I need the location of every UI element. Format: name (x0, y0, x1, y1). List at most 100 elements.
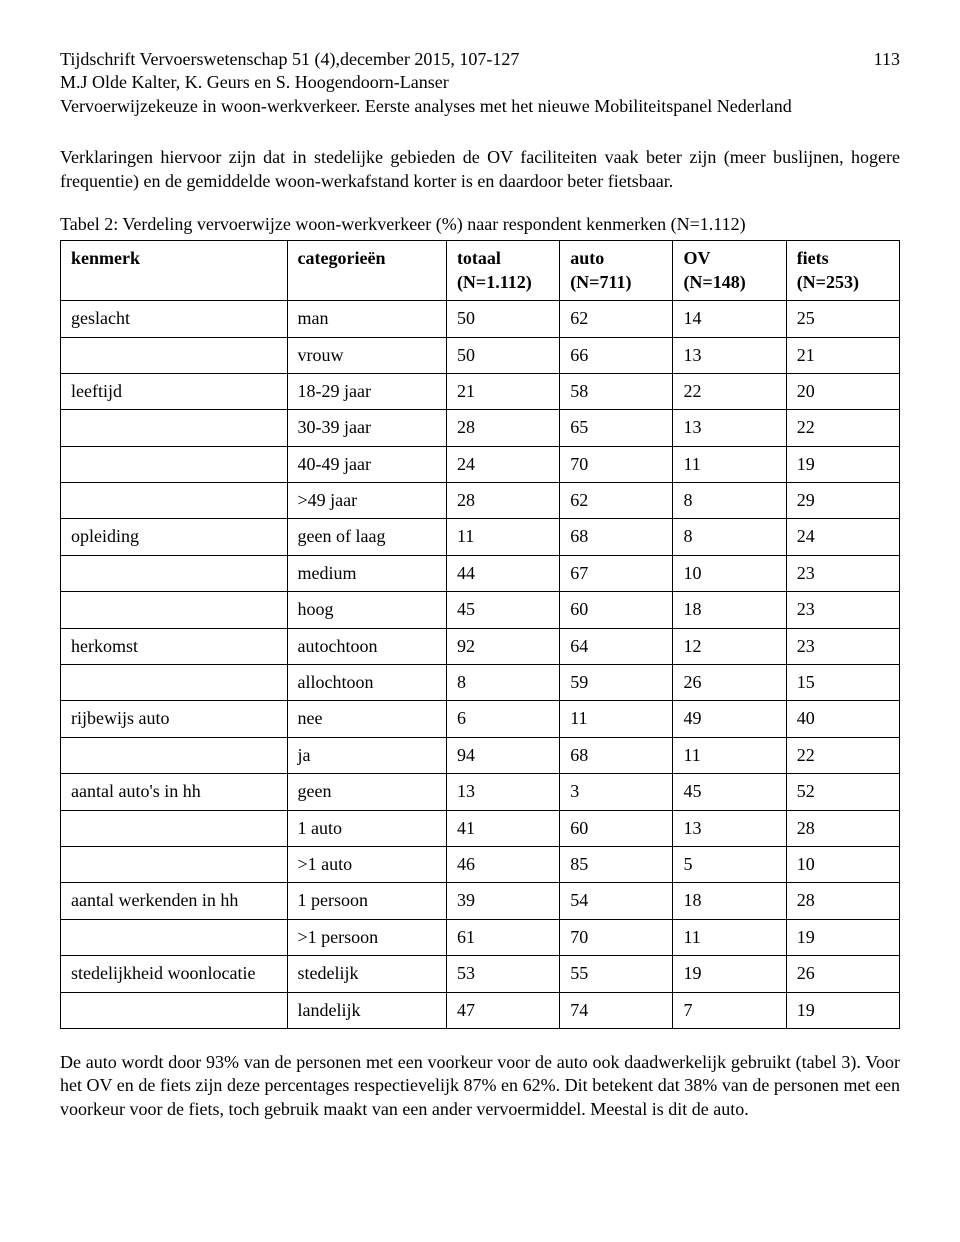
table-cell: 85 (560, 846, 673, 882)
table-cell: 1 persoon (287, 883, 446, 919)
table-row: 30-39 jaar28651322 (61, 410, 900, 446)
table-cell: 47 (446, 992, 559, 1028)
bottom-paragraph: De auto wordt door 93% van de personen m… (60, 1051, 900, 1121)
table-cell (61, 483, 288, 519)
table-cell: 3 (560, 774, 673, 810)
table-cell: 19 (786, 446, 899, 482)
table-cell: 22 (673, 373, 786, 409)
table-cell: 52 (786, 774, 899, 810)
table-cell: 61 (446, 919, 559, 955)
table-cell: 26 (786, 956, 899, 992)
page-header: Tijdschrift Vervoerswetenschap 51 (4),de… (60, 48, 900, 118)
table-row: medium44671023 (61, 555, 900, 591)
table-cell: 70 (560, 446, 673, 482)
table-cell: 53 (446, 956, 559, 992)
table-cell: hoog (287, 592, 446, 628)
table-cell (61, 846, 288, 882)
table-cell: 65 (560, 410, 673, 446)
table-cell: 50 (446, 301, 559, 337)
table-cell: herkomst (61, 628, 288, 664)
table-cell: 13 (673, 410, 786, 446)
table-cell: 28 (786, 810, 899, 846)
table-cell: 13 (673, 810, 786, 846)
table-cell (61, 737, 288, 773)
col-header-kenmerk: kenmerk (61, 241, 288, 301)
table-cell: 46 (446, 846, 559, 882)
table-row: rijbewijs autonee6114940 (61, 701, 900, 737)
table-cell: 25 (786, 301, 899, 337)
table-cell: 67 (560, 555, 673, 591)
table-cell: 45 (673, 774, 786, 810)
authors-line: M.J Olde Kalter, K. Geurs en S. Hoogendo… (60, 71, 900, 94)
table-cell: 15 (786, 665, 899, 701)
table-cell: >1 auto (287, 846, 446, 882)
table-cell: leeftijd (61, 373, 288, 409)
table-cell: 8 (446, 665, 559, 701)
table-cell: 30-39 jaar (287, 410, 446, 446)
table-row: vrouw50661321 (61, 337, 900, 373)
table-cell: 5 (673, 846, 786, 882)
table-cell: 18 (673, 883, 786, 919)
table-header-row: kenmerk categorieën totaal (N=1.112) aut… (61, 241, 900, 301)
table-row: >1 auto4685510 (61, 846, 900, 882)
table-cell: 13 (446, 774, 559, 810)
table-cell: 19 (786, 992, 899, 1028)
table-cell: geen of laag (287, 519, 446, 555)
table-cell (61, 555, 288, 591)
table-cell: 22 (786, 410, 899, 446)
table-cell: 11 (673, 919, 786, 955)
table-row: >1 persoon61701119 (61, 919, 900, 955)
table-cell: vrouw (287, 337, 446, 373)
table-cell: 12 (673, 628, 786, 664)
table-cell: 1 auto (287, 810, 446, 846)
table-cell (61, 592, 288, 628)
table-cell: 62 (560, 483, 673, 519)
table-row: herkomstautochtoon92641223 (61, 628, 900, 664)
table-cell (61, 337, 288, 373)
table-cell (61, 919, 288, 955)
journal-line: Tijdschrift Vervoerswetenschap 51 (4),de… (60, 48, 519, 71)
table-caption: Tabel 2: Verdeling vervoerwijze woon-wer… (60, 213, 900, 236)
table-cell: >49 jaar (287, 483, 446, 519)
table-row: leeftijd18-29 jaar21582220 (61, 373, 900, 409)
table-cell: 60 (560, 592, 673, 628)
table-cell: 11 (446, 519, 559, 555)
table-cell: 26 (673, 665, 786, 701)
table-row: geslachtman50621425 (61, 301, 900, 337)
table-cell: 39 (446, 883, 559, 919)
table-cell: 8 (673, 483, 786, 519)
table-cell (61, 446, 288, 482)
table-row: aantal auto's in hhgeen1334552 (61, 774, 900, 810)
table-cell: 10 (786, 846, 899, 882)
table-cell: ja (287, 737, 446, 773)
table-cell: 62 (560, 301, 673, 337)
table-cell: 19 (786, 919, 899, 955)
table-row: allochtoon8592615 (61, 665, 900, 701)
table-cell: 28 (786, 883, 899, 919)
table-cell: medium (287, 555, 446, 591)
table-cell: 23 (786, 628, 899, 664)
table-cell: geen (287, 774, 446, 810)
table-cell: 54 (560, 883, 673, 919)
table-cell: 23 (786, 555, 899, 591)
table-cell: 40-49 jaar (287, 446, 446, 482)
table-cell: 66 (560, 337, 673, 373)
table-cell: 11 (673, 737, 786, 773)
table-cell: 64 (560, 628, 673, 664)
table-cell: 6 (446, 701, 559, 737)
table-cell: 29 (786, 483, 899, 519)
table-cell: 21 (786, 337, 899, 373)
table-row: 40-49 jaar24701119 (61, 446, 900, 482)
table-cell: 24 (446, 446, 559, 482)
table-cell: 11 (560, 701, 673, 737)
table-cell: 92 (446, 628, 559, 664)
table-cell: 19 (673, 956, 786, 992)
table-cell: 55 (560, 956, 673, 992)
table-cell: 8 (673, 519, 786, 555)
table-cell: landelijk (287, 992, 446, 1028)
table-cell (61, 665, 288, 701)
data-table: kenmerk categorieën totaal (N=1.112) aut… (60, 240, 900, 1029)
table-cell: 24 (786, 519, 899, 555)
table-cell: aantal auto's in hh (61, 774, 288, 810)
table-cell: man (287, 301, 446, 337)
